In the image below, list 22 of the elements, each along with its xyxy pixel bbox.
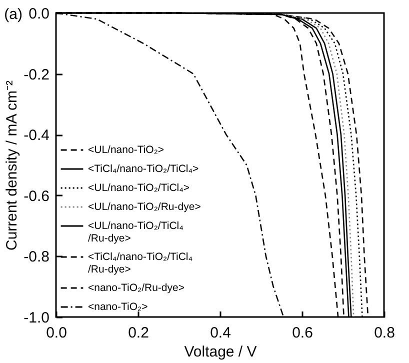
legend-label: <nano-TiO₂/Ru-dye> xyxy=(88,282,184,294)
legend-label: <TiCl₄/nano-TiO₂/TiCl₄> xyxy=(88,163,199,175)
y-tick-label: -0.2 xyxy=(24,66,50,84)
y-tick-label: -0.8 xyxy=(24,248,50,266)
chart-title: (a) xyxy=(4,6,22,23)
legend-label: <TiCl₄/nano-TiO₂/TiCl₄/Ru-dye> xyxy=(88,251,193,276)
y-tick-label: 0.0 xyxy=(28,6,50,22)
y-axis-title: Current density / mA cm⁻² xyxy=(4,80,21,251)
y-tick-label: -1.0 xyxy=(24,310,50,326)
y-tick-label: -0.4 xyxy=(24,127,50,144)
legend-label: <UL/nano-TiO₂/TiCl₄/Ru-dye> xyxy=(88,220,184,244)
y-tick-label: -0.6 xyxy=(24,188,50,205)
x-tick-label: 0.0 xyxy=(46,324,67,342)
x-tick-label: 0.6 xyxy=(292,324,313,342)
x-tick-label: 0.4 xyxy=(210,324,231,342)
legend-label: <UL/nano-TiO₂/Ru-dye> xyxy=(88,201,201,213)
legend-label: <UL/nano-TiO₂> xyxy=(88,144,164,156)
legend-label: <UL/nano-TiO₂/TiCl₄> xyxy=(88,182,190,194)
x-axis-title: Voltage / V xyxy=(184,344,257,360)
x-tick-label: 0.2 xyxy=(128,324,149,342)
x-tick-label: 0.8 xyxy=(374,324,395,342)
legend-label: <nano-TiO₂> xyxy=(88,301,148,313)
